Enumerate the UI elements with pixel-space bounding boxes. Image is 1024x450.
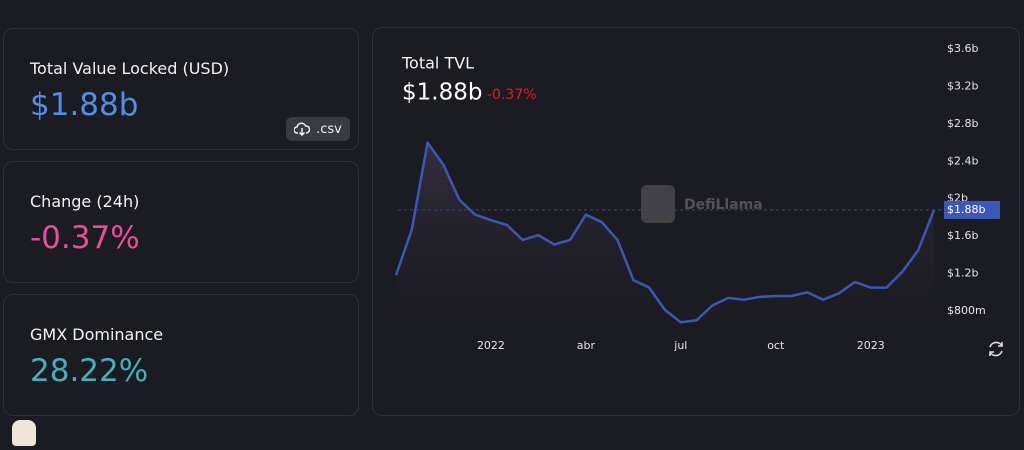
stat-value: $1.88b: [30, 87, 139, 123]
x-tick-label: 2023: [857, 339, 885, 352]
chart-panel: [372, 27, 1020, 416]
stat-label: Change (24h): [30, 192, 140, 211]
x-tick-label: oct: [767, 339, 785, 352]
stat-label: GMX Dominance: [30, 325, 164, 344]
y-tick-label: $3.6b: [947, 42, 978, 55]
y-tick-label: $2.8b: [947, 117, 978, 130]
y-tick-label: $1.2b: [947, 267, 978, 280]
x-tick-label: abr: [577, 339, 596, 352]
watermark-text: DefiLlama: [684, 197, 763, 213]
chart-title: Total TVL: [401, 54, 474, 73]
y-tick-label: $800m: [947, 304, 986, 317]
refresh-icon[interactable]: [989, 341, 1003, 357]
stat-value: 28.22%: [30, 353, 149, 389]
x-tick-label: jul: [673, 339, 687, 352]
y-tick-label: $3.2b: [947, 79, 978, 92]
download-icon: [294, 122, 311, 136]
stat-card: Change (24h) -0.37%: [3, 161, 359, 283]
csv-label: .csv: [316, 121, 342, 137]
stat-value: -0.37%: [30, 220, 140, 256]
stat-label: Total Value Locked (USD): [30, 59, 230, 78]
y-tick-label: $1.6b: [947, 229, 978, 242]
chart-headline: $1.88b: [402, 80, 482, 106]
stat-card: Total Value Locked (USD) $1.88b .csv: [3, 28, 359, 150]
y-tick-label: $2.4b: [947, 154, 978, 167]
x-tick-label: 2022: [477, 339, 505, 352]
area-line: [394, 141, 936, 324]
stat-card: GMX Dominance 28.22%: [3, 294, 359, 416]
chart-change: -0.37%: [487, 87, 537, 103]
area-fill: [396, 142, 934, 325]
current-label: $1.88b: [947, 203, 985, 216]
current-badge: [944, 200, 1000, 219]
mascot-icon: [12, 420, 36, 446]
watermark: DefiLlama: [641, 185, 763, 223]
csv-button[interactable]: .csv: [286, 117, 350, 141]
